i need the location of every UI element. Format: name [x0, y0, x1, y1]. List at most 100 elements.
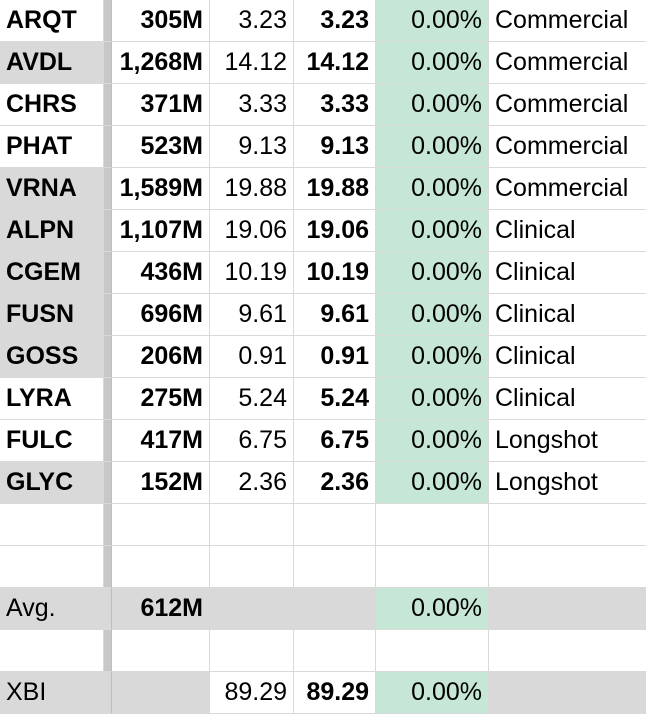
ticker-cell[interactable]: ARQT: [0, 0, 104, 42]
current-price-cell[interactable]: 3.23: [294, 0, 376, 42]
empty-cell[interactable]: [489, 630, 646, 672]
empty-cell[interactable]: [210, 630, 294, 672]
price-cell[interactable]: 14.12: [210, 42, 294, 84]
empty-cell[interactable]: [112, 546, 210, 588]
change-cell[interactable]: 0.00%: [376, 336, 489, 378]
empty-row[interactable]: [0, 630, 646, 672]
index-market-cap-cell[interactable]: [112, 672, 210, 714]
market-cap-cell[interactable]: 206M: [112, 336, 210, 378]
empty-cell[interactable]: [210, 504, 294, 546]
empty-cell[interactable]: [294, 630, 376, 672]
current-price-cell[interactable]: 9.13: [294, 126, 376, 168]
market-cap-cell[interactable]: 275M: [112, 378, 210, 420]
price-cell[interactable]: 3.33: [210, 84, 294, 126]
index-change-cell[interactable]: 0.00%: [376, 672, 489, 714]
price-cell[interactable]: 6.75: [210, 420, 294, 462]
table-row[interactable]: CHRS 371M 3.33 3.33 0.00% Commercial: [0, 84, 646, 126]
market-cap-cell[interactable]: 1,589M: [112, 168, 210, 210]
index-price-cell[interactable]: 89.29: [210, 672, 294, 714]
category-cell[interactable]: Commercial: [489, 168, 646, 210]
empty-row[interactable]: [0, 546, 646, 588]
category-cell[interactable]: Clinical: [489, 294, 646, 336]
change-cell[interactable]: 0.00%: [376, 126, 489, 168]
change-cell[interactable]: 0.00%: [376, 462, 489, 504]
empty-row[interactable]: [0, 504, 646, 546]
empty-cell[interactable]: [210, 546, 294, 588]
current-price-cell[interactable]: 6.75: [294, 420, 376, 462]
change-cell[interactable]: 0.00%: [376, 84, 489, 126]
market-cap-cell[interactable]: 152M: [112, 462, 210, 504]
current-price-cell[interactable]: 0.91: [294, 336, 376, 378]
market-cap-cell[interactable]: 523M: [112, 126, 210, 168]
empty-cell[interactable]: [112, 630, 210, 672]
change-cell[interactable]: 0.00%: [376, 420, 489, 462]
average-change-cell[interactable]: 0.00%: [376, 588, 489, 630]
table-row[interactable]: VRNA 1,589M 19.88 19.88 0.00% Commercial: [0, 168, 646, 210]
table-row[interactable]: LYRA 275M 5.24 5.24 0.00% Clinical: [0, 378, 646, 420]
table-row[interactable]: FULC 417M 6.75 6.75 0.00% Longshot: [0, 420, 646, 462]
market-cap-cell[interactable]: 417M: [112, 420, 210, 462]
table-row[interactable]: GOSS 206M 0.91 0.91 0.00% Clinical: [0, 336, 646, 378]
average-row[interactable]: Avg. 612M 0.00%: [0, 588, 646, 630]
table-row[interactable]: FUSN 696M 9.61 9.61 0.00% Clinical: [0, 294, 646, 336]
table-row[interactable]: PHAT 523M 9.13 9.13 0.00% Commercial: [0, 126, 646, 168]
category-cell[interactable]: Commercial: [489, 0, 646, 42]
ticker-cell[interactable]: FULC: [0, 420, 104, 462]
index-label[interactable]: XBI: [0, 672, 104, 714]
ticker-cell[interactable]: PHAT: [0, 126, 104, 168]
empty-cell[interactable]: [376, 630, 489, 672]
price-cell[interactable]: 9.61: [210, 294, 294, 336]
category-cell[interactable]: Commercial: [489, 84, 646, 126]
change-cell[interactable]: 0.00%: [376, 378, 489, 420]
category-cell[interactable]: Commercial: [489, 126, 646, 168]
market-cap-cell[interactable]: 1,107M: [112, 210, 210, 252]
ticker-cell[interactable]: CHRS: [0, 84, 104, 126]
market-cap-cell[interactable]: 1,268M: [112, 42, 210, 84]
category-cell[interactable]: Clinical: [489, 210, 646, 252]
index-current-price-cell[interactable]: 89.29: [294, 672, 376, 714]
market-cap-cell[interactable]: 436M: [112, 252, 210, 294]
average-price-cell[interactable]: [210, 588, 294, 630]
change-cell[interactable]: 0.00%: [376, 294, 489, 336]
current-price-cell[interactable]: 19.06: [294, 210, 376, 252]
current-price-cell[interactable]: 3.33: [294, 84, 376, 126]
category-cell[interactable]: Clinical: [489, 252, 646, 294]
change-cell[interactable]: 0.00%: [376, 168, 489, 210]
category-cell[interactable]: Commercial: [489, 42, 646, 84]
empty-cell[interactable]: [489, 546, 646, 588]
change-cell[interactable]: 0.00%: [376, 42, 489, 84]
price-cell[interactable]: 0.91: [210, 336, 294, 378]
category-cell[interactable]: Clinical: [489, 378, 646, 420]
price-cell[interactable]: 9.13: [210, 126, 294, 168]
market-cap-cell[interactable]: 371M: [112, 84, 210, 126]
ticker-cell[interactable]: CGEM: [0, 252, 104, 294]
table-row[interactable]: ARQT 305M 3.23 3.23 0.00% Commercial: [0, 0, 646, 42]
average-label[interactable]: Avg.: [0, 588, 104, 630]
ticker-cell[interactable]: ALPN: [0, 210, 104, 252]
empty-cell[interactable]: [0, 630, 104, 672]
ticker-cell[interactable]: GLYC: [0, 462, 104, 504]
current-price-cell[interactable]: 10.19: [294, 252, 376, 294]
table-row[interactable]: GLYC 152M 2.36 2.36 0.00% Longshot: [0, 462, 646, 504]
ticker-cell[interactable]: LYRA: [0, 378, 104, 420]
market-cap-cell[interactable]: 305M: [112, 0, 210, 42]
price-cell[interactable]: 19.06: [210, 210, 294, 252]
empty-cell[interactable]: [0, 546, 104, 588]
empty-cell[interactable]: [376, 546, 489, 588]
empty-cell[interactable]: [294, 546, 376, 588]
ticker-cell[interactable]: GOSS: [0, 336, 104, 378]
average-current-price-cell[interactable]: [294, 588, 376, 630]
ticker-cell[interactable]: FUSN: [0, 294, 104, 336]
current-price-cell[interactable]: 9.61: [294, 294, 376, 336]
ticker-cell[interactable]: AVDL: [0, 42, 104, 84]
change-cell[interactable]: 0.00%: [376, 210, 489, 252]
average-category-cell[interactable]: [489, 588, 646, 630]
price-cell[interactable]: 5.24: [210, 378, 294, 420]
market-cap-cell[interactable]: 696M: [112, 294, 210, 336]
price-cell[interactable]: 19.88: [210, 168, 294, 210]
empty-cell[interactable]: [0, 504, 104, 546]
price-cell[interactable]: 2.36: [210, 462, 294, 504]
category-cell[interactable]: Longshot: [489, 420, 646, 462]
index-row[interactable]: XBI 89.29 89.29 0.00%: [0, 672, 646, 714]
empty-cell[interactable]: [489, 504, 646, 546]
